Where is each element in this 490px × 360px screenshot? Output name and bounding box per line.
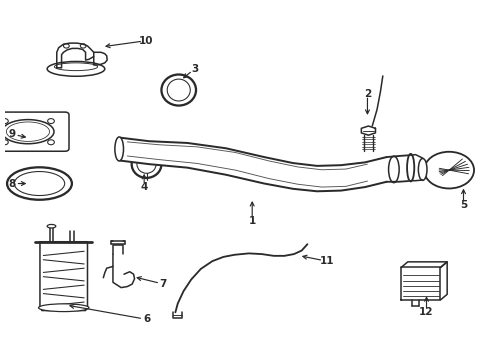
Text: 2: 2: [364, 89, 371, 99]
Text: 12: 12: [419, 307, 434, 317]
Text: 8: 8: [8, 179, 16, 189]
Ellipse shape: [47, 62, 105, 76]
Ellipse shape: [47, 224, 56, 228]
Text: 4: 4: [141, 182, 148, 192]
Ellipse shape: [2, 120, 54, 144]
Ellipse shape: [167, 79, 190, 101]
Text: 5: 5: [460, 200, 467, 210]
Circle shape: [424, 152, 474, 189]
Circle shape: [48, 118, 54, 123]
Ellipse shape: [132, 150, 161, 178]
Ellipse shape: [39, 304, 89, 312]
Text: 7: 7: [160, 279, 167, 289]
Text: 6: 6: [143, 314, 150, 324]
Ellipse shape: [137, 155, 156, 173]
Circle shape: [1, 140, 8, 145]
Ellipse shape: [14, 171, 65, 195]
Text: 9: 9: [8, 129, 16, 139]
Ellipse shape: [161, 75, 196, 105]
Polygon shape: [120, 138, 387, 191]
Text: 10: 10: [139, 36, 154, 46]
Ellipse shape: [7, 167, 72, 200]
FancyBboxPatch shape: [0, 112, 69, 151]
Text: 3: 3: [191, 64, 198, 74]
Circle shape: [48, 140, 54, 145]
Ellipse shape: [389, 156, 399, 183]
Ellipse shape: [418, 158, 427, 180]
Circle shape: [1, 118, 8, 123]
Ellipse shape: [115, 137, 123, 161]
Ellipse shape: [407, 154, 414, 181]
Text: 1: 1: [248, 216, 256, 226]
Text: 11: 11: [319, 256, 334, 266]
